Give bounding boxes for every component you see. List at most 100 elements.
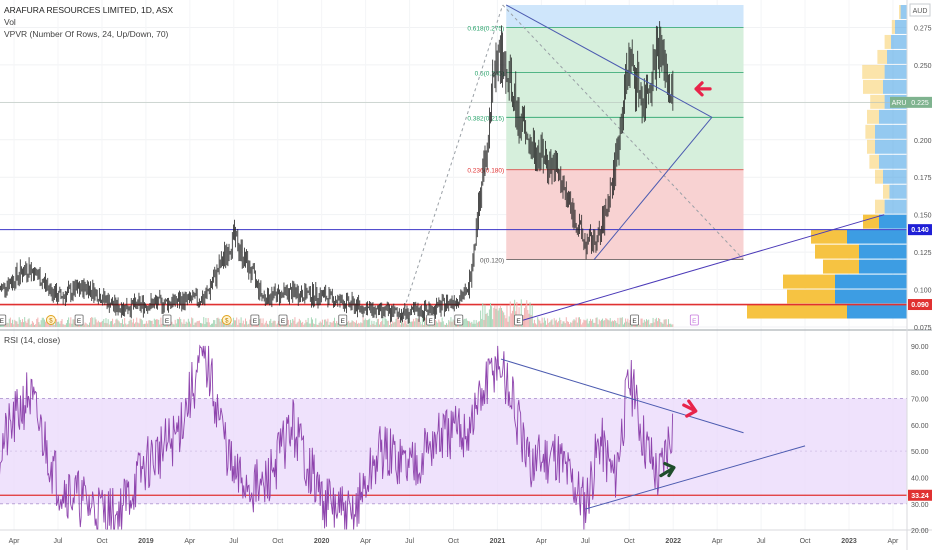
earnings-marker[interactable] <box>630 314 639 326</box>
vpvr-up-bar <box>835 289 907 304</box>
time-tick-label: Apr <box>536 538 548 545</box>
time-tick-label: Jul <box>581 538 590 545</box>
rsi-tick-label: 80.00 <box>911 370 929 377</box>
trendline-drawings <box>500 4 885 510</box>
rsi-tick-label: 20.00 <box>911 528 929 535</box>
earnings-marker[interactable] <box>454 314 464 326</box>
fib-diagonal <box>502 4 744 260</box>
vpvr-down-bar <box>867 109 879 124</box>
vpvr-down-bar <box>815 244 859 259</box>
earnings-marker-label: E <box>77 318 82 325</box>
time-tick-label: Jul <box>405 538 414 545</box>
vpvr-up-bar <box>887 49 907 64</box>
currency-box[interactable] <box>909 3 931 17</box>
volume-indicator-label[interactable]: Vol <box>4 17 16 27</box>
rsi-tick-label: 30.00 <box>911 502 929 509</box>
rsi-tick-label: 40.00 <box>911 475 929 482</box>
vpvr-up-bar <box>875 124 907 139</box>
volume-bars <box>0 299 674 327</box>
vpvr-down-bar <box>877 49 887 64</box>
rsi-tick-label: 70.00 <box>911 397 929 404</box>
earnings-marker[interactable] <box>338 314 348 326</box>
vpvr-up-bar <box>859 244 907 259</box>
vpvr-down-bar <box>883 184 890 199</box>
earnings-marker[interactable] <box>0 314 7 326</box>
vpvr-profile <box>747 5 907 319</box>
earnings-marker[interactable] <box>689 314 699 326</box>
vpvr-down-bar <box>869 154 879 169</box>
price-tick-label: 0.150 <box>914 213 932 220</box>
time-tick-label: 2020 <box>314 538 330 545</box>
currency-label: AUD <box>913 8 928 15</box>
vpvr-down-bar <box>747 304 847 319</box>
vpvr-down-bar <box>867 139 875 154</box>
vpvr-down-bar <box>783 274 835 289</box>
svg-text:0.090: 0.090 <box>911 302 929 309</box>
price-lower-trendline[interactable] <box>593 117 713 260</box>
last-price-tag: ARU 0.225 <box>890 96 932 108</box>
time-tick-label: Apr <box>184 538 196 545</box>
time-tick-label: 2021 <box>490 538 506 545</box>
earnings-marker[interactable] <box>74 314 84 326</box>
dividend-marker[interactable] <box>46 315 56 325</box>
blue-level-tag: 0.140 <box>908 224 932 236</box>
earnings-marker[interactable] <box>514 314 523 326</box>
svg-text:0.140: 0.140 <box>911 227 929 234</box>
time-tick-label: Apr <box>887 538 899 545</box>
vpvr-up-bar <box>879 214 907 229</box>
long-term-support-trendline[interactable] <box>514 214 885 323</box>
fib-level-label: 0(0.120) <box>480 258 504 265</box>
time-tick-label: Jul <box>54 538 63 545</box>
time-axis[interactable]: Apr Jul Oct 2019 Apr Jul Oct 2020 Apr Jul Oct 2021 A… <box>9 538 899 545</box>
earnings-marker-label: E <box>428 318 433 325</box>
dividend-marker-label: $ <box>49 319 53 325</box>
rsi-upper-trendline[interactable] <box>500 358 744 434</box>
vpvr-indicator-label[interactable]: VPVR (Number Of Rows, 24, Up/Down, 70) <box>4 29 169 39</box>
vpvr-down-bar <box>787 289 835 304</box>
time-tick-label: Apr <box>360 538 372 545</box>
svg-text:ARU: ARU <box>892 100 907 107</box>
earnings-marker-label: E <box>253 318 258 325</box>
vpvr-down-bar <box>823 259 859 274</box>
svg-text:0.225: 0.225 <box>911 100 929 107</box>
red-arrow-price <box>694 81 712 97</box>
price-tick-label: 0.100 <box>914 288 932 295</box>
earnings-marker-label: E <box>281 318 286 325</box>
dividend-marker[interactable] <box>221 315 232 325</box>
red-arrow-rsi <box>682 399 698 418</box>
fib-zone-red <box>506 169 744 260</box>
rsi-lower-trendline[interactable] <box>585 445 806 510</box>
time-tick-label: Oct <box>272 538 283 545</box>
vpvr-down-bar <box>870 94 885 109</box>
symbol-title[interactable]: ARAFURA RESOURCES LIMITED, 1D, ASX <box>4 5 173 15</box>
vpvr-up-bar <box>835 274 907 289</box>
vpvr-down-bar <box>875 199 885 214</box>
earnings-marker-label: E <box>457 318 462 325</box>
earnings-marker-label: E <box>692 318 697 325</box>
price-tick-label: 0.200 <box>914 138 932 145</box>
rsi-value-tag: 33.24 <box>908 489 932 501</box>
dividend-marker-label: $ <box>225 319 229 325</box>
rsi-axis[interactable]: 90.00 80.00 70.00 60.00 50.00 40.00 30.00 20.00 <box>911 344 929 535</box>
earnings-marker[interactable] <box>162 314 172 326</box>
earnings-marker[interactable] <box>250 314 260 326</box>
vpvr-down-bar <box>863 79 883 94</box>
rsi-tick-label: 50.00 <box>911 449 929 456</box>
price-tick-label: 0.175 <box>914 175 932 182</box>
time-tick-label: Apr <box>712 538 724 545</box>
earnings-marker[interactable] <box>426 314 436 326</box>
vpvr-down-bar <box>863 214 879 229</box>
rsi-indicator-label[interactable]: RSI (14, close) <box>4 335 60 345</box>
vpvr-down-bar <box>862 64 885 79</box>
event-markers: E E E E E E E E E E E $ $ <box>0 314 699 326</box>
fib-level-label: 0.236(0.180) <box>467 168 504 175</box>
rsi-tick-label: 60.00 <box>911 423 929 430</box>
time-tick-label: 2023 <box>841 538 857 545</box>
price-upper-trendline[interactable] <box>505 4 713 118</box>
vpvr-down-bar <box>875 169 883 184</box>
earnings-marker[interactable] <box>278 314 288 326</box>
earnings-marker-label: E <box>341 318 346 325</box>
fib-level-label: 0.5(0.245) <box>475 70 505 77</box>
